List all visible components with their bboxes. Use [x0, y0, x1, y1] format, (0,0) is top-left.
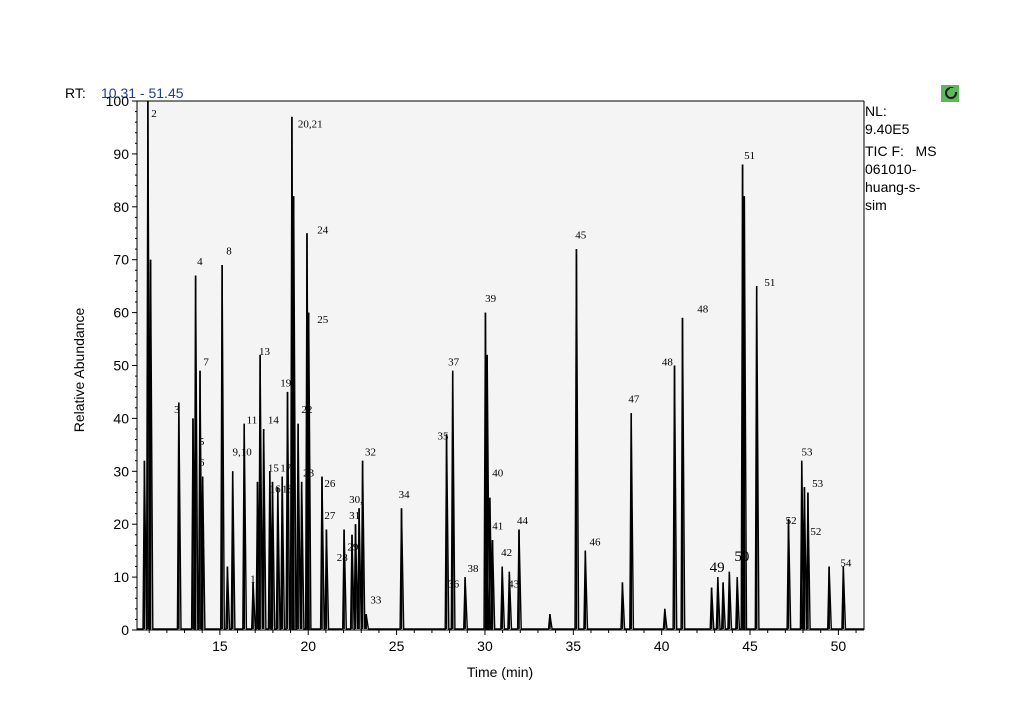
peak-label: 12: [250, 573, 261, 585]
peak-label: 51: [744, 150, 755, 162]
peak-label: 2: [151, 108, 157, 120]
x-axis-title: Time (min): [467, 664, 533, 680]
file-name-line-1: 061010-: [865, 161, 917, 177]
peak-label: 45: [575, 230, 587, 242]
peak-label: 44: [517, 515, 529, 527]
peak-label: 47: [628, 394, 640, 406]
nl-label: NL:: [865, 103, 887, 119]
peak-label: 42: [501, 547, 512, 559]
peak-label: 17: [280, 462, 292, 474]
peak-label: 48: [662, 357, 674, 369]
peak-label: 52: [810, 526, 821, 538]
peak-label: 49: [710, 560, 725, 576]
peak-label: 5: [199, 436, 205, 448]
x-tick-label: 45: [742, 638, 758, 654]
peak-label: 40: [492, 468, 504, 480]
y-tick-label: 70: [113, 252, 129, 268]
peak-label: 20,21: [298, 118, 323, 130]
y-tick-label: 10: [113, 569, 129, 585]
peak-label: 1: [147, 446, 153, 458]
peak-label: 33: [370, 595, 382, 607]
nl-value: 9.40E5: [865, 121, 910, 137]
peak-label: 8: [226, 245, 232, 257]
peak-label: 7: [203, 357, 209, 369]
file-name-line-3: sim: [865, 197, 887, 213]
x-axis-ticks: 15 20 25 30 35 40 45 50: [148, 630, 857, 654]
peak-label: 27: [324, 510, 336, 522]
x-tick-label: 30: [477, 638, 493, 654]
file-name-line-2: huang-s-: [865, 179, 921, 195]
peak-label: 3: [174, 404, 180, 416]
peak-label: 37: [448, 357, 460, 369]
x-tick-label: 25: [389, 638, 405, 654]
rt-label: RT:: [65, 85, 86, 101]
peak-label: 32: [365, 446, 376, 458]
peak-label: 46: [589, 536, 601, 548]
peak-labels: 123456789,1011121314151617181920,2122232…: [147, 108, 852, 607]
peak-label: 48: [697, 304, 709, 316]
y-tick-label: 60: [113, 305, 129, 321]
peak-label: 53: [801, 446, 813, 458]
y-tick-label: 30: [113, 463, 129, 479]
peak-label: 29: [347, 542, 359, 554]
peak-label: 14: [268, 415, 280, 427]
y-axis-title: Relative Abundance: [71, 308, 87, 433]
peak-label: 23: [303, 468, 315, 480]
peak-label: 4: [197, 256, 203, 268]
y-tick-label: 100: [106, 93, 130, 109]
peak-label: 30,: [349, 494, 363, 506]
peak-label: 11: [247, 415, 258, 427]
peak-label: 13: [259, 346, 271, 358]
y-tick-label: 40: [113, 410, 129, 426]
peak-label: 9,10: [232, 446, 252, 458]
x-tick-label: 40: [654, 638, 670, 654]
y-tick-label: 20: [113, 516, 129, 532]
y-tick-label: 80: [113, 199, 129, 215]
y-tick-label: 0: [121, 622, 129, 638]
peak-label: 50: [734, 549, 749, 565]
rt-range: 10.31 - 51.45: [101, 85, 184, 101]
peak-label: 6: [199, 457, 205, 469]
x-tick-label: 35: [566, 638, 582, 654]
y-tick-label: 90: [113, 146, 129, 162]
chromatogram-trace: [137, 100, 864, 630]
peak-label: 31: [349, 510, 360, 522]
x-tick-label: 50: [831, 638, 847, 654]
peak-label: 38: [468, 563, 480, 575]
peak-label: 53: [812, 478, 824, 490]
chromatogram-tool-icon[interactable]: [941, 85, 959, 102]
peak-label: 41: [492, 520, 503, 532]
peak-label: 43: [508, 579, 520, 591]
x-tick-label: 20: [300, 638, 316, 654]
peak-label: 36: [448, 579, 460, 591]
scan-filter: TIC F: MS: [865, 143, 937, 159]
peak-label: 39: [485, 293, 497, 305]
peak-label: 52: [786, 515, 797, 527]
peak-label: 34: [399, 489, 411, 501]
peak-label: 35: [437, 431, 449, 443]
peak-label: 19: [280, 378, 292, 390]
y-axis-ticks: 0 10 20 30 40 50 60 70 80 90 100: [106, 93, 137, 638]
peak-label: 16: [270, 483, 282, 495]
y-tick-label: 50: [113, 358, 129, 374]
peak-label: 28: [337, 552, 349, 564]
peak-label: 22: [301, 404, 312, 416]
peak-label: 25: [317, 314, 329, 326]
peak-label: 54: [840, 558, 852, 570]
peak-label: 26: [324, 478, 336, 490]
peak-label: 51: [764, 277, 775, 289]
peak-label: 15: [268, 462, 280, 474]
peak-label: 24: [317, 224, 329, 236]
peak-label: 18: [282, 483, 294, 495]
x-tick-label: 15: [212, 638, 228, 654]
